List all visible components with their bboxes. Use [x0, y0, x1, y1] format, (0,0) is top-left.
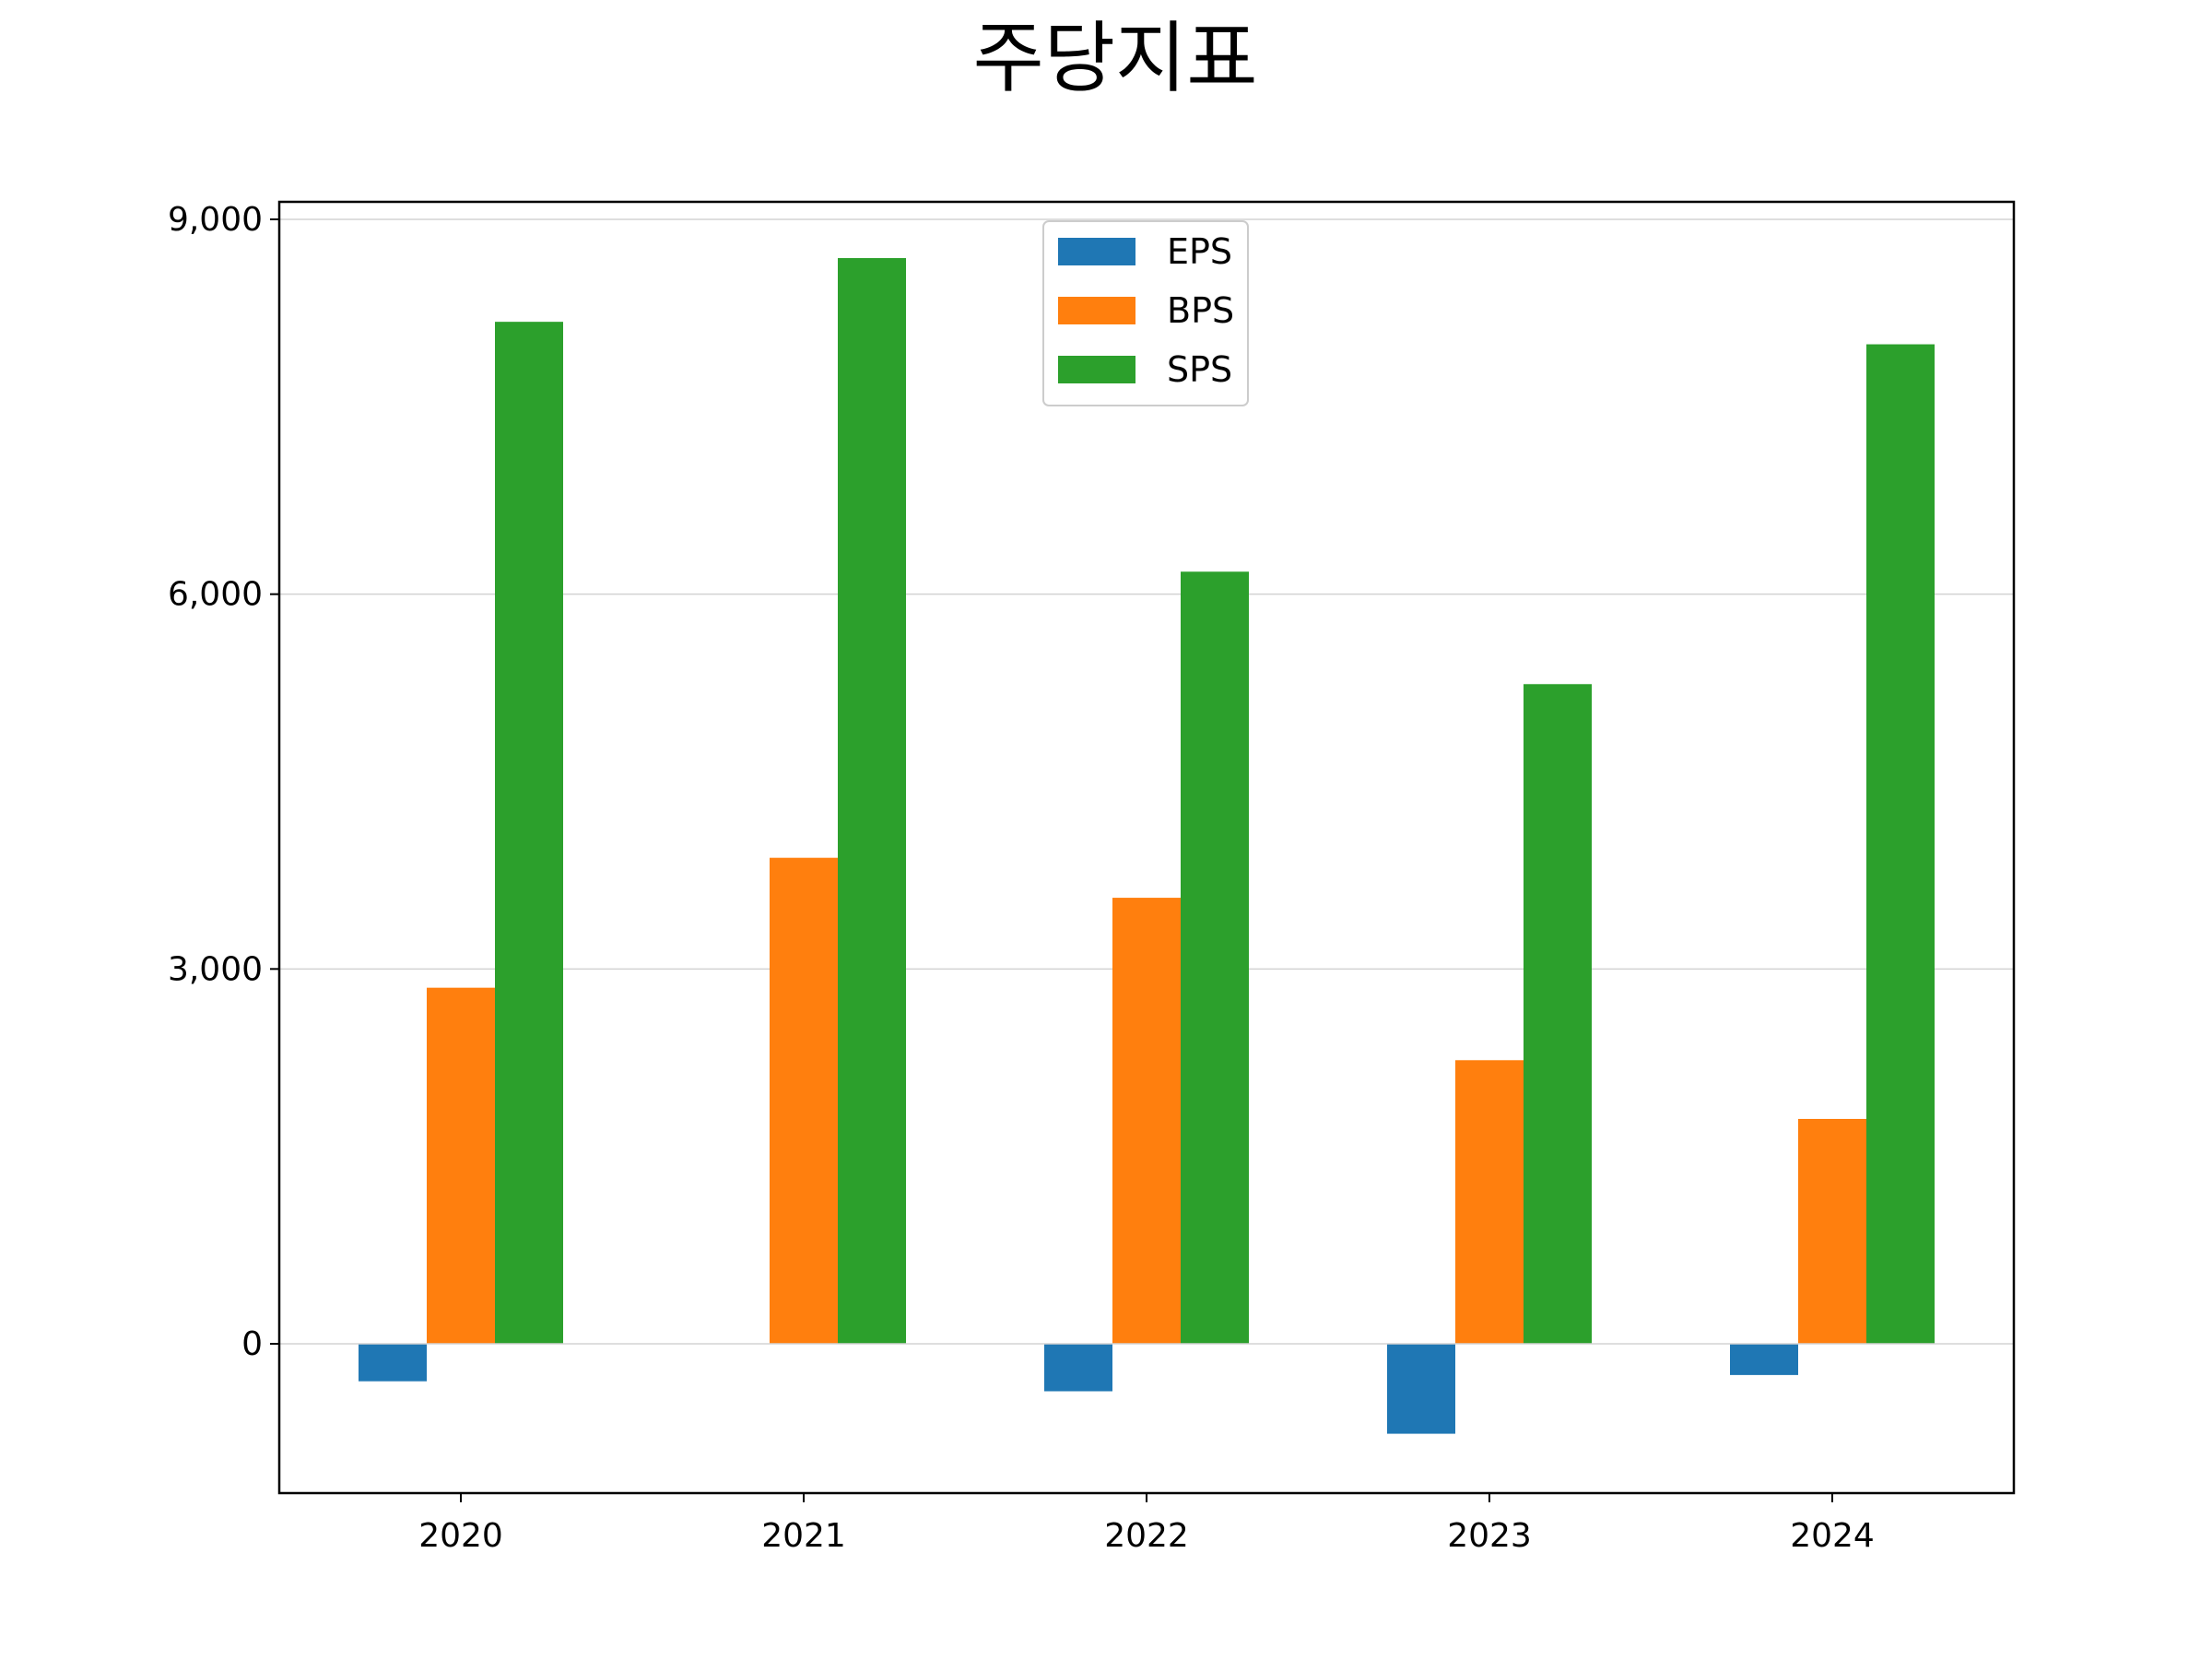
y-tick-label-1: 3,000 — [168, 950, 263, 988]
bar-eps-2024 — [1730, 1344, 1798, 1375]
bar-sps-2022 — [1181, 571, 1249, 1344]
x-tick-label-2024: 2024 — [1790, 1517, 1875, 1555]
bar-sps-2020 — [495, 322, 563, 1345]
x-axis: 2020 2021 2022 2023 2024 — [418, 1493, 1875, 1555]
x-tick-label-2023: 2023 — [1447, 1517, 1532, 1555]
bar-sps-2024 — [1866, 344, 1935, 1344]
y-tick-label-3: 9,000 — [168, 201, 263, 239]
legend: EPS BPS SPS — [1042, 220, 1249, 406]
bar-sps-2021 — [838, 258, 906, 1344]
legend-swatch-eps — [1058, 238, 1135, 265]
bar-eps-2023 — [1387, 1344, 1455, 1434]
legend-swatch-bps — [1058, 297, 1135, 324]
x-tick-label-2020: 2020 — [418, 1517, 503, 1555]
legend-swatch-sps — [1058, 356, 1135, 383]
bar-eps-2020 — [359, 1344, 427, 1382]
x-tick-label-2021: 2021 — [761, 1517, 846, 1555]
legend-label-eps: EPS — [1167, 231, 1232, 272]
bar-eps-2022 — [1044, 1344, 1112, 1392]
legend-label-sps: SPS — [1167, 349, 1232, 390]
bar-bps-2023 — [1455, 1060, 1524, 1344]
bar-bps-2022 — [1112, 898, 1181, 1344]
bar-sps-2023 — [1524, 684, 1592, 1344]
legend-label-bps: BPS — [1167, 290, 1234, 331]
bar-bps-2020 — [427, 987, 495, 1344]
y-axis: 0 3,000 6,000 9,000 — [168, 201, 279, 1363]
chart-title: 주당지표 — [972, 13, 1257, 103]
x-tick-label-2022: 2022 — [1104, 1517, 1189, 1555]
y-tick-label-2: 6,000 — [168, 576, 263, 614]
bar-bps-2024 — [1798, 1119, 1866, 1344]
y-tick-label-0: 0 — [241, 1325, 263, 1363]
bars — [359, 258, 1935, 1434]
bar-bps-2021 — [770, 857, 838, 1344]
